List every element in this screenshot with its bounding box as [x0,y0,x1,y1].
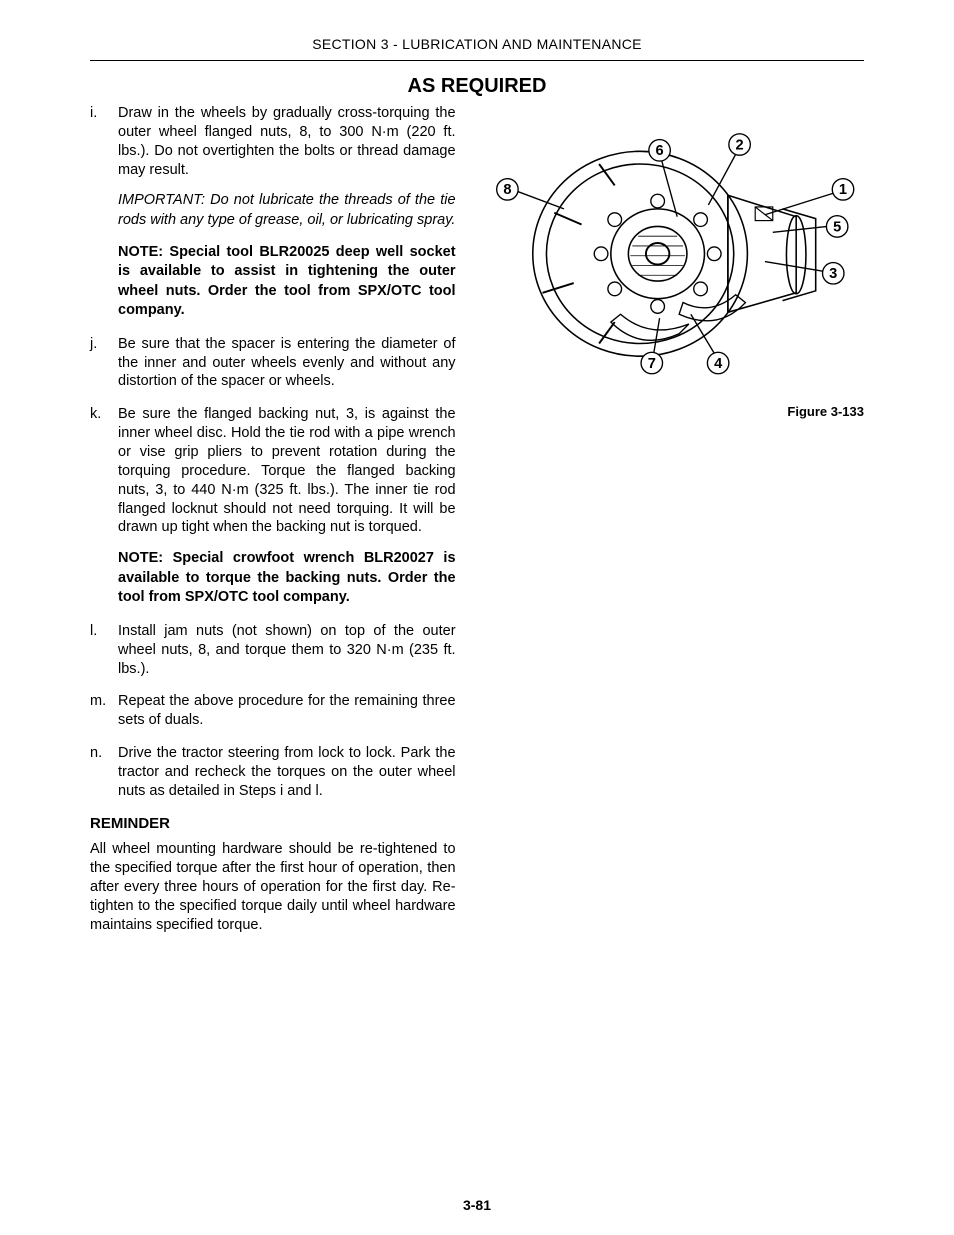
step-body: Be sure the flanged backing nut, 3, is a… [118,405,456,608]
step-i: i. Draw in the wheels by gradually cross… [90,104,456,321]
page-number: 3-81 [0,1197,954,1213]
step-j: j. Be sure that the spacer is entering t… [90,335,456,392]
tool-note: NOTE: Special tool BLR20025 deep well so… [118,243,456,321]
reminder-text: All wheel mounting hardware should be re… [90,840,456,936]
left-column: i. Draw in the wheels by gradually cross… [90,104,456,935]
step-n: n. Drive the tractor steering from lock … [90,744,456,801]
figure-caption: Figure 3-133 [484,404,864,419]
step-m: m. Repeat the above procedure for the re… [90,692,456,730]
svg-text:2: 2 [735,137,743,153]
reminder-heading: REMINDER [90,815,456,832]
svg-text:6: 6 [655,143,663,159]
svg-text:8: 8 [503,182,511,198]
step-label: n. [90,744,118,801]
page-title: AS REQUIRED [90,75,864,98]
svg-text:7: 7 [647,356,655,372]
tool-note: NOTE: Special crowfoot wrench BLR20027 i… [118,549,456,608]
step-body: Be sure that the spacer is entering the … [118,335,456,392]
step-label: i. [90,104,118,321]
step-body: Draw in the wheels by gradually cross-to… [118,104,456,321]
step-l: l. Install jam nuts (not shown) on top o… [90,622,456,679]
step-k: k. Be sure the flanged backing nut, 3, i… [90,405,456,608]
step-body: Install jam nuts (not shown) on top of t… [118,622,456,679]
two-column-layout: i. Draw in the wheels by gradually cross… [90,104,864,935]
section-header: SECTION 3 - LUBRICATION AND MAINTENANCE [90,36,864,61]
figure-illustration: 1 2 3 4 5 6 7 8 [484,104,864,384]
svg-text:4: 4 [714,356,723,372]
svg-text:5: 5 [833,219,841,235]
wheel-hub-diagram: 1 2 3 4 5 6 7 8 [484,104,864,384]
step-text: Draw in the wheels by gradually cross-to… [118,105,456,178]
svg-text:3: 3 [829,266,837,282]
step-label: m. [90,692,118,730]
step-text: Be sure the flanged backing nut, 3, is a… [118,406,456,535]
svg-text:1: 1 [838,182,846,198]
important-note: IMPORTANT: Do not lubricate the threads … [118,191,456,230]
step-body: Repeat the above procedure for the remai… [118,692,456,730]
step-label: k. [90,405,118,608]
step-label: j. [90,335,118,392]
right-column: 1 2 3 4 5 6 7 8 Figure 3-133 [484,104,864,935]
step-label: l. [90,622,118,679]
step-body: Drive the tractor steering from lock to … [118,744,456,801]
